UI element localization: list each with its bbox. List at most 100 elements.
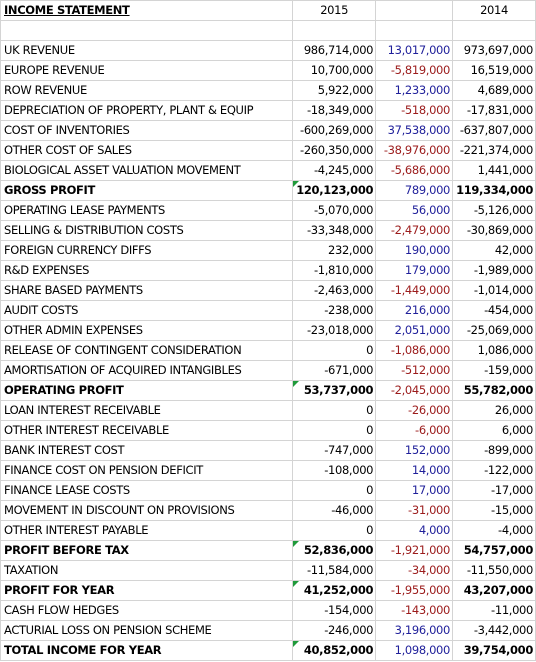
row-label-cell[interactable]: CASH FLOW HEDGES [0, 600, 294, 621]
difference-cell[interactable]: -26,000 [375, 400, 453, 421]
value-2015-cell[interactable]: 0 [292, 420, 377, 441]
value-2014-cell[interactable]: -25,069,000 [452, 320, 536, 341]
value-2015-cell[interactable]: 52,836,000 [292, 540, 377, 561]
difference-cell[interactable]: -1,921,000 [375, 540, 453, 561]
difference-cell[interactable]: 1,098,000 [375, 640, 453, 661]
difference-cell[interactable]: -1,955,000 [375, 580, 453, 601]
difference-cell[interactable]: 17,000 [375, 480, 453, 501]
row-label-cell[interactable]: SHARE BASED PAYMENTS [0, 280, 294, 301]
difference-cell[interactable]: -143,000 [375, 600, 453, 621]
value-2014-cell[interactable]: 973,697,000 [452, 40, 536, 61]
value-2015-cell[interactable]: -154,000 [292, 600, 377, 621]
difference-cell[interactable]: -31,000 [375, 500, 453, 521]
value-2014-cell[interactable]: 119,334,000 [452, 180, 536, 201]
value-2014-cell[interactable]: -11,000 [452, 600, 536, 621]
difference-cell[interactable]: 14,000 [375, 460, 453, 481]
difference-cell[interactable]: -2,479,000 [375, 220, 453, 241]
value-2014-cell[interactable]: 4,689,000 [452, 80, 536, 101]
difference-cell[interactable]: 789,000 [375, 180, 453, 201]
value-2014-cell[interactable]: 55,782,000 [452, 380, 536, 401]
value-2015-cell[interactable]: -747,000 [292, 440, 377, 461]
row-label-cell[interactable]: BIOLOGICAL ASSET VALUATION MOVEMENT [0, 160, 294, 181]
difference-cell[interactable]: 216,000 [375, 300, 453, 321]
row-label-cell[interactable]: ACTURIAL LOSS ON PENSION SCHEME [0, 620, 294, 641]
difference-cell[interactable]: -1,086,000 [375, 340, 453, 361]
value-2014-cell[interactable]: -17,831,000 [452, 100, 536, 121]
row-label-cell[interactable]: TAXATION [0, 560, 294, 581]
value-2014-cell[interactable]: 54,757,000 [452, 540, 536, 561]
value-2014-cell[interactable]: -1,989,000 [452, 260, 536, 281]
row-label-cell[interactable]: OPERATING LEASE PAYMENTS [0, 200, 294, 221]
row-label-cell[interactable]: BANK INTEREST COST [0, 440, 294, 461]
value-2015-cell[interactable]: -108,000 [292, 460, 377, 481]
difference-cell[interactable]: -6,000 [375, 420, 453, 441]
value-2015-cell[interactable]: -2,463,000 [292, 280, 377, 301]
difference-cell[interactable]: 37,538,000 [375, 120, 453, 141]
row-label-cell[interactable]: PROFIT BEFORE TAX [0, 540, 294, 561]
row-label-cell[interactable]: FINANCE COST ON PENSION DEFICIT [0, 460, 294, 481]
value-2014-cell[interactable]: 43,207,000 [452, 580, 536, 601]
value-2015-cell[interactable]: -246,000 [292, 620, 377, 641]
row-label-cell[interactable]: MOVEMENT IN DISCOUNT ON PROVISIONS [0, 500, 294, 521]
value-2015-cell[interactable]: -18,349,000 [292, 100, 377, 121]
value-2015-cell[interactable]: 120,123,000 [292, 180, 377, 201]
row-label-cell[interactable]: UK REVENUE [0, 40, 294, 61]
value-2014-cell[interactable]: 39,754,000 [452, 640, 536, 661]
value-2014-cell[interactable]: -122,000 [452, 460, 536, 481]
row-label-cell[interactable]: R&D EXPENSES [0, 260, 294, 281]
value-2015-cell[interactable]: 232,000 [292, 240, 377, 261]
row-label-cell[interactable]: OTHER COST OF SALES [0, 140, 294, 161]
row-label-cell[interactable]: COST OF INVENTORIES [0, 120, 294, 141]
difference-cell[interactable]: 1,233,000 [375, 80, 453, 101]
value-2015-cell[interactable]: -600,269,000 [292, 120, 377, 141]
value-2015-cell[interactable]: 0 [292, 340, 377, 361]
row-label-cell[interactable]: OTHER INTEREST RECEIVABLE [0, 420, 294, 441]
blank-cell[interactable] [0, 20, 294, 41]
difference-cell[interactable]: 56,000 [375, 200, 453, 221]
difference-cell[interactable]: -512,000 [375, 360, 453, 381]
difference-cell[interactable]: 13,017,000 [375, 40, 453, 61]
value-2014-cell[interactable]: -4,000 [452, 520, 536, 541]
row-label-cell[interactable]: ROW REVENUE [0, 80, 294, 101]
value-2014-cell[interactable]: 6,000 [452, 420, 536, 441]
value-2015-cell[interactable]: 40,852,000 [292, 640, 377, 661]
value-2014-cell[interactable]: 16,519,000 [452, 60, 536, 81]
value-2015-cell[interactable]: -33,348,000 [292, 220, 377, 241]
year-2015-header-cell[interactable]: 2015 [292, 0, 377, 21]
value-2015-cell[interactable]: 10,700,000 [292, 60, 377, 81]
blank-cell[interactable] [375, 20, 453, 41]
value-2014-cell[interactable]: -15,000 [452, 500, 536, 521]
row-label-cell[interactable]: AUDIT COSTS [0, 300, 294, 321]
value-2015-cell[interactable]: 53,737,000 [292, 380, 377, 401]
difference-cell[interactable]: 190,000 [375, 240, 453, 261]
value-2014-cell[interactable]: -3,442,000 [452, 620, 536, 641]
row-label-cell[interactable]: OTHER ADMIN EXPENSES [0, 320, 294, 341]
row-label-cell[interactable]: FOREIGN CURRENCY DIFFS [0, 240, 294, 261]
value-2015-cell[interactable]: -671,000 [292, 360, 377, 381]
value-2014-cell[interactable]: -899,000 [452, 440, 536, 461]
difference-cell[interactable]: 4,000 [375, 520, 453, 541]
value-2015-cell[interactable]: 5,922,000 [292, 80, 377, 101]
value-2015-cell[interactable]: -4,245,000 [292, 160, 377, 181]
value-2014-cell[interactable]: -454,000 [452, 300, 536, 321]
row-label-cell[interactable]: TOTAL INCOME FOR YEAR [0, 640, 294, 661]
value-2015-cell[interactable]: -260,350,000 [292, 140, 377, 161]
value-2014-cell[interactable]: -11,550,000 [452, 560, 536, 581]
row-label-cell[interactable]: GROSS PROFIT [0, 180, 294, 201]
value-2015-cell[interactable]: -23,018,000 [292, 320, 377, 341]
value-2015-cell[interactable]: -46,000 [292, 500, 377, 521]
value-2015-cell[interactable]: -5,070,000 [292, 200, 377, 221]
difference-cell[interactable]: -2,045,000 [375, 380, 453, 401]
difference-cell[interactable]: -5,819,000 [375, 60, 453, 81]
value-2014-cell[interactable]: -1,014,000 [452, 280, 536, 301]
value-2014-cell[interactable]: -30,869,000 [452, 220, 536, 241]
value-2014-cell[interactable]: 1,086,000 [452, 340, 536, 361]
difference-cell[interactable]: 3,196,000 [375, 620, 453, 641]
row-label-cell[interactable]: OPERATING PROFIT [0, 380, 294, 401]
value-2015-cell[interactable]: 41,252,000 [292, 580, 377, 601]
row-label-cell[interactable]: LOAN INTEREST RECEIVABLE [0, 400, 294, 421]
value-2015-cell[interactable]: -11,584,000 [292, 560, 377, 581]
value-2015-cell[interactable]: -1,810,000 [292, 260, 377, 281]
difference-cell[interactable]: 2,051,000 [375, 320, 453, 341]
difference-cell[interactable]: 179,000 [375, 260, 453, 281]
